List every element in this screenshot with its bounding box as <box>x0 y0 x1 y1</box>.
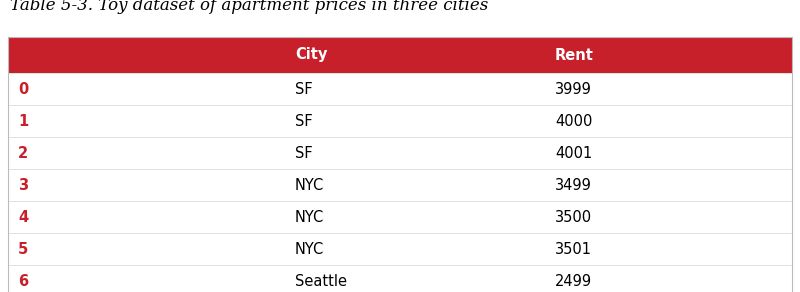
Text: NYC: NYC <box>295 241 324 256</box>
Text: NYC: NYC <box>295 209 324 225</box>
Text: 5: 5 <box>18 241 28 256</box>
Text: 3999: 3999 <box>555 81 592 96</box>
Text: 4001: 4001 <box>555 145 592 161</box>
Text: 2499: 2499 <box>555 274 592 288</box>
Text: 3501: 3501 <box>555 241 592 256</box>
Text: SF: SF <box>295 81 313 96</box>
Text: Rent: Rent <box>555 48 594 62</box>
Text: 6: 6 <box>18 274 28 288</box>
Text: 3: 3 <box>18 178 28 192</box>
Text: SF: SF <box>295 114 313 128</box>
Text: 4: 4 <box>18 209 28 225</box>
Text: 3500: 3500 <box>555 209 592 225</box>
Text: Table 5-3. Toy dataset of apartment prices in three cities: Table 5-3. Toy dataset of apartment pric… <box>10 0 488 14</box>
Text: 2: 2 <box>18 145 28 161</box>
Text: City: City <box>295 48 327 62</box>
Text: NYC: NYC <box>295 178 324 192</box>
Bar <box>8 37 792 292</box>
Bar <box>8 37 792 73</box>
Text: 0: 0 <box>18 81 28 96</box>
Text: 1: 1 <box>18 114 28 128</box>
Text: 3499: 3499 <box>555 178 592 192</box>
Text: SF: SF <box>295 145 313 161</box>
Text: 4000: 4000 <box>555 114 592 128</box>
Text: Seattle: Seattle <box>295 274 347 288</box>
